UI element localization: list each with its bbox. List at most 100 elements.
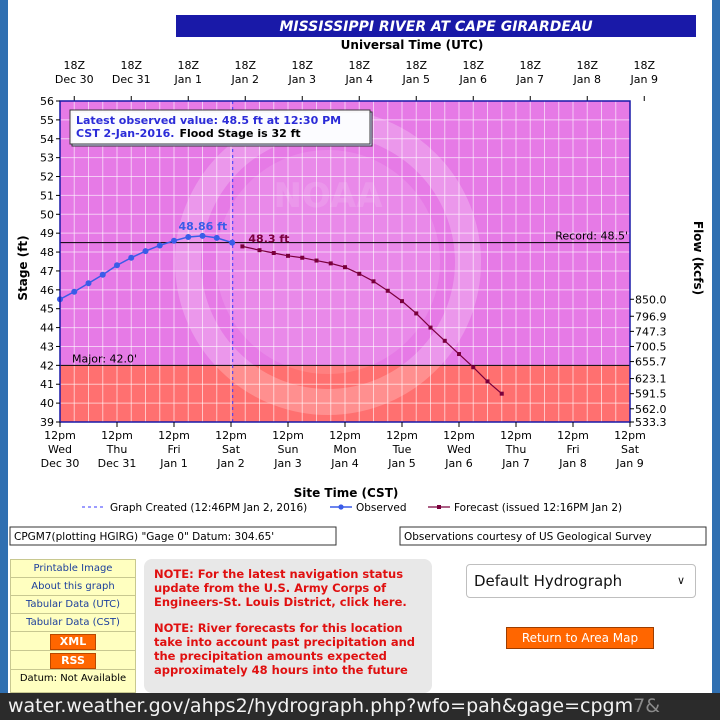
courtesy-text: Observations courtesy of US Geological S… [404, 531, 652, 543]
cst-tick-date: Jan 5 [387, 457, 415, 470]
y2-tick-label: 562.0 [635, 403, 667, 416]
cst-tick-time: 12pm [443, 429, 475, 442]
legend-created: Graph Created (12:46PM Jan 2, 2016) [110, 502, 307, 514]
utc-tick-date: Jan 3 [288, 73, 316, 86]
lower-panel: Printable Image About this graph Tabular… [8, 555, 712, 693]
observed-point [142, 248, 149, 255]
cst-tick-time: 12pm [386, 429, 418, 442]
y-axis-title: Stage (ft) [16, 235, 30, 300]
forecast-point [286, 253, 290, 258]
y2-tick-label: 533.3 [635, 416, 667, 429]
cst-tick-day: Tue [392, 443, 412, 456]
utc-tick-date: Jan 4 [345, 73, 373, 86]
forecast-point [400, 299, 404, 304]
y-tick-label: 45 [40, 303, 54, 316]
forecast-point [499, 391, 504, 396]
xml-row: XML [11, 632, 135, 651]
utc-tick-label: 18Z [462, 59, 484, 72]
cst-tick-date: Jan 4 [330, 457, 358, 470]
forecast-point [300, 255, 305, 260]
y-tick-label: 40 [40, 397, 54, 410]
cst-tick-time: 12pm [158, 429, 190, 442]
forecast-point [457, 352, 461, 357]
y-tick-label: 47 [40, 265, 54, 278]
major-label: Major: 42.0' [72, 352, 137, 365]
tabular-cst-link[interactable]: Tabular Data (CST) [11, 614, 135, 632]
printable-image-link[interactable]: Printable Image [11, 560, 135, 578]
forecast-point [271, 251, 276, 256]
tabular-utc-link[interactable]: Tabular Data (UTC) [11, 596, 135, 614]
observed-point [199, 232, 206, 239]
y-tick-label: 51 [40, 189, 54, 202]
hydrograph-chart: MISSISSIPPI RIVER AT CAPE GIRARDEAU Univ… [9, 15, 707, 546]
y2-tick-label: 623.1 [635, 373, 667, 386]
cst-tick-date: Jan 3 [273, 457, 301, 470]
about-graph-link[interactable]: About this graph [11, 578, 135, 596]
forecast-point [371, 279, 376, 284]
cst-tick-time: 12pm [557, 429, 589, 442]
url-bar[interactable]: water.weather.gov/ahps2/hydrograph.php?w… [0, 693, 720, 720]
latest-value-line2: CST 2-Jan-2016. Flood Stage is 32 ft [76, 127, 301, 140]
utc-tick-label: 18Z [633, 59, 655, 72]
forecast-point [428, 325, 433, 330]
utc-tick-label: 18Z [120, 59, 142, 72]
cst-tick-date: Jan 7 [501, 457, 529, 470]
legend: Graph Created (12:46PM Jan 2, 2016) Obse… [82, 502, 622, 514]
utc-tick-label: 18Z [234, 59, 256, 72]
legend-observed: Observed [356, 502, 407, 514]
datum-text: CPGM7(plotting HGIRG) "Gage 0" Datum: 30… [14, 531, 274, 543]
utc-tick-label: 18Z [291, 59, 313, 72]
return-to-area-map-button[interactable]: Return to Area Map [506, 627, 654, 649]
forecast-point [240, 244, 245, 249]
y-tick-label: 39 [40, 416, 54, 429]
cst-tick-date: Jan 9 [615, 457, 643, 470]
cst-tick-date: Dec 31 [98, 457, 137, 470]
legend-forecast: Forecast (issued 12:16PM Jan 2) [454, 502, 622, 514]
cst-tick-time: 12pm [44, 429, 76, 442]
y-tick-label: 48 [40, 246, 54, 259]
y-tick-label: 41 [40, 378, 54, 391]
observed-point [99, 271, 106, 278]
chart-title: MISSISSIPPI RIVER AT CAPE GIRARDEAU [279, 19, 593, 35]
record-label: Record: 48.5' [555, 230, 628, 243]
cst-tick-time: 12pm [215, 429, 247, 442]
cst-tick-day: Fri [167, 443, 180, 456]
observed-point [185, 233, 192, 240]
observed-point [229, 239, 236, 246]
utc-tick-label: 18Z [576, 59, 598, 72]
y2-tick-label: 850.0 [635, 293, 667, 306]
utc-tick-date: Dec 31 [112, 73, 151, 86]
forecast-point [385, 288, 390, 293]
utc-tick-label: 18Z [405, 59, 427, 72]
datum-status: Datum: Not Available [19, 673, 127, 684]
forecast-point [343, 265, 347, 270]
latest-value-line1: Latest observed value: 48.5 ft at 12:30 … [76, 114, 341, 127]
cst-tick-day: Fri [566, 443, 579, 456]
datum-box [9, 526, 337, 546]
y2-tick-label: 796.9 [635, 310, 667, 323]
observed-point [171, 237, 177, 244]
legend-observed-marker [338, 504, 344, 510]
y-tick-label: 53 [40, 152, 54, 165]
navigation-note[interactable]: NOTE: For the latest navigation status u… [154, 567, 407, 609]
xml-button[interactable]: XML [50, 634, 96, 650]
cst-tick-time: 12pm [500, 429, 532, 442]
observed-point [128, 254, 135, 261]
hydrograph-type-select[interactable]: Default Hydrograph ∨ [466, 564, 696, 598]
utc-tick-date: Dec 30 [55, 73, 94, 86]
chevron-down-icon: ∨ [676, 574, 685, 587]
latest-value-date: CST 2-Jan-2016. [76, 127, 174, 140]
forecast-point [485, 379, 490, 384]
noaa-watermark: NOAA [175, 109, 481, 415]
rss-button[interactable]: RSS [50, 653, 96, 669]
forecast-point [314, 258, 319, 263]
observed-point [213, 234, 220, 241]
cst-tick-day: Wed [48, 443, 72, 456]
forecast-point [357, 271, 362, 276]
forecast-point [442, 338, 447, 343]
legend-forecast-marker [437, 505, 441, 509]
cst-tick-date: Jan 8 [558, 457, 586, 470]
cst-tick-date: Dec 30 [41, 457, 80, 470]
y-tick-label: 54 [40, 133, 54, 146]
latest-value-box: Latest observed value: 48.5 ft at 12:30 … [69, 109, 373, 147]
